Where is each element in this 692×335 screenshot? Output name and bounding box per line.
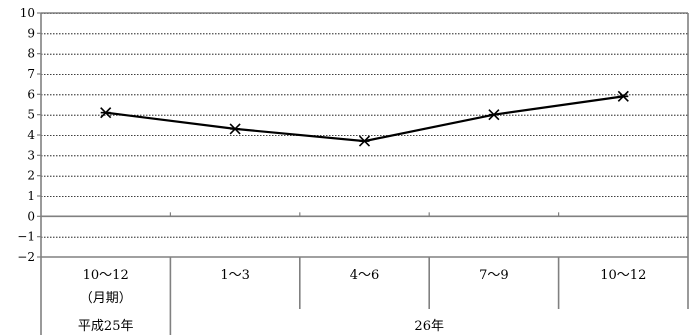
y-tick-label: 7 bbox=[27, 67, 35, 81]
y-tick-label: 8 bbox=[27, 47, 35, 61]
data-point bbox=[229, 123, 241, 135]
axes bbox=[37, 12, 689, 335]
series-line bbox=[105, 95, 624, 143]
y-tick-label: 9 bbox=[27, 26, 35, 40]
data-point bbox=[100, 107, 112, 119]
data-markers bbox=[100, 90, 629, 147]
y-tick-label: 2 bbox=[27, 169, 35, 183]
data-point bbox=[617, 90, 629, 102]
y-tick-label: 3 bbox=[27, 148, 35, 162]
data-point bbox=[358, 135, 371, 147]
category-label: 10～12 bbox=[600, 268, 646, 283]
y-tick-label: 1 bbox=[27, 189, 35, 203]
y-tick-label: 5 bbox=[27, 108, 35, 122]
y-tick-label: −2 bbox=[17, 250, 35, 264]
y-tick-label: 10 bbox=[20, 6, 35, 20]
category-label: 7～9 bbox=[479, 268, 509, 283]
y-tick-label: 0 bbox=[27, 209, 35, 223]
series-line bbox=[105, 95, 624, 143]
y-tick-label: 6 bbox=[27, 87, 35, 101]
y-tick-label: −1 bbox=[17, 230, 35, 244]
y-tick-label: 4 bbox=[27, 128, 35, 142]
year-group-label: 平成25年 bbox=[78, 319, 134, 334]
category-label: 4～6 bbox=[350, 268, 380, 283]
category-label: 10～12 bbox=[83, 268, 129, 283]
grid-lines bbox=[41, 13, 688, 238]
category-labels: 10～12 1～3 4～6 7～9 10～12 （月期） 平成25年 26年 bbox=[78, 268, 646, 334]
category-sublabel: （月期） bbox=[80, 291, 132, 306]
category-label: 1～3 bbox=[220, 268, 250, 283]
year-group-label: 26年 bbox=[414, 319, 444, 334]
data-point bbox=[488, 109, 500, 121]
